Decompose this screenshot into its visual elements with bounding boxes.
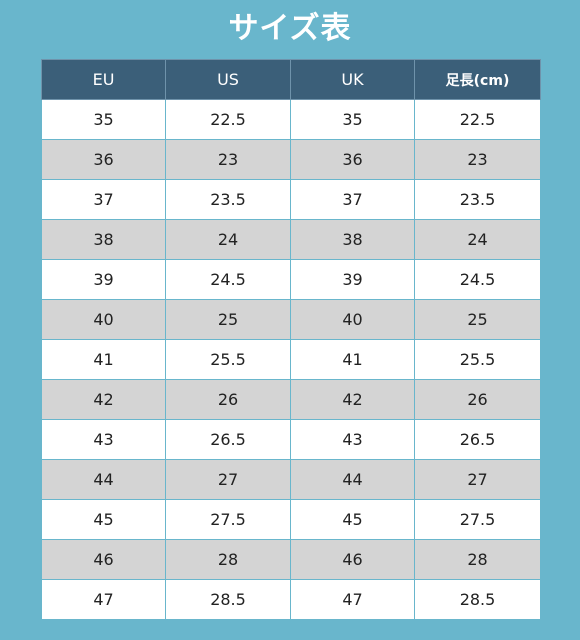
header-eu: EU <box>41 59 166 100</box>
size-table: EU US UK 足長(cm) 35 22.5 35 22.5 36 23 36… <box>41 59 541 620</box>
cell-us: 23.5 <box>165 179 291 220</box>
cell-uk: 39 <box>290 259 415 300</box>
cell-uk: 45 <box>290 499 415 540</box>
cell-eu: 45 <box>41 499 166 540</box>
page-title: サイズ表 <box>228 11 352 46</box>
cell-foot-length: 22.5 <box>414 99 541 140</box>
cell-foot-length: 23.5 <box>414 179 541 220</box>
cell-uk: 47 <box>290 579 415 620</box>
table-row: 40 25 40 25 <box>41 299 541 340</box>
header-uk: UK <box>290 59 415 100</box>
cell-uk: 43 <box>290 419 415 460</box>
cell-foot-length: 26 <box>414 379 541 420</box>
cell-uk: 37 <box>290 179 415 220</box>
header-foot-length: 足長(cm) <box>414 59 541 100</box>
table-row: 46 28 46 28 <box>41 539 541 580</box>
table-row: 47 28.5 47 28.5 <box>41 579 541 620</box>
cell-us: 25.5 <box>165 339 291 380</box>
cell-uk: 46 <box>290 539 415 580</box>
header-us: US <box>165 59 291 100</box>
table-row: 37 23.5 37 23.5 <box>41 179 541 220</box>
cell-us: 28 <box>165 539 291 580</box>
cell-foot-length: 24 <box>414 219 541 260</box>
table-row: 38 24 38 24 <box>41 219 541 260</box>
cell-uk: 35 <box>290 99 415 140</box>
cell-foot-length: 23 <box>414 139 541 180</box>
cell-eu: 42 <box>41 379 166 420</box>
cell-eu: 47 <box>41 579 166 620</box>
cell-foot-length: 24.5 <box>414 259 541 300</box>
cell-eu: 43 <box>41 419 166 460</box>
header-row: EU US UK 足長(cm) <box>41 59 541 100</box>
cell-eu: 44 <box>41 459 166 500</box>
table-row: 45 27.5 45 27.5 <box>41 499 541 540</box>
table-row: 43 26.5 43 26.5 <box>41 419 541 460</box>
cell-foot-length: 28 <box>414 539 541 580</box>
cell-us: 22.5 <box>165 99 291 140</box>
cell-eu: 37 <box>41 179 166 220</box>
cell-uk: 41 <box>290 339 415 380</box>
cell-eu: 35 <box>41 99 166 140</box>
cell-foot-length: 27 <box>414 459 541 500</box>
table-row: 39 24.5 39 24.5 <box>41 259 541 300</box>
table-row: 41 25.5 41 25.5 <box>41 339 541 380</box>
cell-foot-length: 25.5 <box>414 339 541 380</box>
cell-uk: 40 <box>290 299 415 340</box>
cell-us: 26 <box>165 379 291 420</box>
cell-us: 25 <box>165 299 291 340</box>
cell-foot-length: 26.5 <box>414 419 541 460</box>
cell-foot-length: 27.5 <box>414 499 541 540</box>
cell-us: 24 <box>165 219 291 260</box>
cell-eu: 39 <box>41 259 166 300</box>
table-row: 42 26 42 26 <box>41 379 541 420</box>
table-row: 44 27 44 27 <box>41 459 541 500</box>
cell-eu: 41 <box>41 339 166 380</box>
cell-uk: 38 <box>290 219 415 260</box>
cell-eu: 40 <box>41 299 166 340</box>
cell-foot-length: 25 <box>414 299 541 340</box>
cell-us: 26.5 <box>165 419 291 460</box>
cell-uk: 42 <box>290 379 415 420</box>
cell-eu: 38 <box>41 219 166 260</box>
cell-us: 27.5 <box>165 499 291 540</box>
cell-us: 24.5 <box>165 259 291 300</box>
cell-uk: 36 <box>290 139 415 180</box>
cell-eu: 36 <box>41 139 166 180</box>
table-row: 35 22.5 35 22.5 <box>41 99 541 140</box>
cell-us: 28.5 <box>165 579 291 620</box>
table-row: 36 23 36 23 <box>41 139 541 180</box>
cell-foot-length: 28.5 <box>414 579 541 620</box>
cell-uk: 44 <box>290 459 415 500</box>
cell-eu: 46 <box>41 539 166 580</box>
cell-us: 23 <box>165 139 291 180</box>
cell-us: 27 <box>165 459 291 500</box>
